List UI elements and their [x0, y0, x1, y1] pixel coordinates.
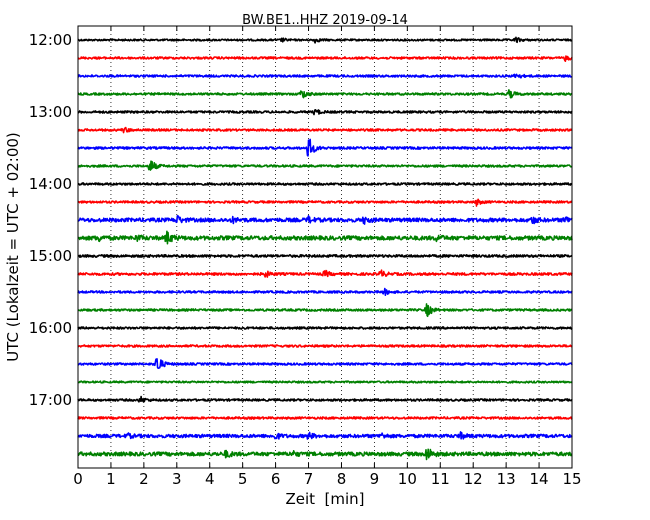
y-tick-label-14:00: 14:00 [29, 175, 72, 193]
x-tick-label-5: 5 [238, 470, 248, 488]
x-axis-label: Zeit [min] [285, 490, 364, 508]
y-tick-label-13:00: 13:00 [29, 103, 72, 121]
grid-lines [110, 26, 540, 468]
x-tick-label-13: 13 [497, 470, 516, 488]
y-tick-label-17:00: 17:00 [29, 391, 72, 409]
plot-frame [77, 25, 573, 469]
trace-15:30 [77, 287, 573, 297]
trace-16:15 [77, 344, 573, 348]
trace-14:45 [77, 230, 573, 245]
trace-12:30 [77, 73, 573, 79]
trace-13:15 [77, 126, 573, 134]
trace-16:45 [77, 380, 573, 384]
trace-17:45 [77, 448, 573, 461]
x-tick-label-7: 7 [304, 470, 314, 488]
y-axis-label: UTC (Lokalzeit = UTC + 02:00) [4, 132, 22, 362]
trace-12:15 [77, 55, 573, 62]
trace-14:00 [77, 182, 573, 186]
y-tick-label-12:00: 12:00 [29, 31, 72, 49]
x-tick-label-2: 2 [139, 470, 149, 488]
chart-title: BW.BE1..HHZ 2019-09-14 [242, 13, 408, 28]
trace-17:15 [77, 416, 573, 420]
x-tick-label-12: 12 [464, 470, 483, 488]
trace-16:00 [77, 326, 573, 330]
trace-13:30 [77, 138, 573, 157]
x-tick-label-4: 4 [205, 470, 215, 488]
x-tick-label-14: 14 [530, 470, 549, 488]
x-tick-label-15: 15 [562, 470, 581, 488]
x-tick-label-11: 11 [431, 470, 450, 488]
trace-16:30 [77, 358, 573, 370]
x-tick-label-1: 1 [106, 470, 116, 488]
y-tick-label-15:00: 15:00 [29, 247, 72, 265]
trace-14:15 [77, 198, 573, 207]
trace-13:45 [77, 160, 573, 171]
x-tick-label-6: 6 [271, 470, 281, 488]
trace-12:00 [77, 36, 573, 44]
trace-13:00 [77, 108, 573, 116]
y-tick-label-16:00: 16:00 [29, 319, 72, 337]
x-tick-label-3: 3 [172, 470, 182, 488]
x-tick-label-10: 10 [398, 470, 417, 488]
trace-12:45 [77, 89, 573, 99]
trace-17:30 [77, 431, 573, 440]
x-tick-label-0: 0 [73, 470, 83, 488]
trace-group [77, 36, 573, 461]
trace-14:30 [77, 215, 573, 225]
x-tick-label-9: 9 [370, 470, 380, 488]
trace-15:00 [77, 254, 573, 258]
x-axis: 0 1 2 3 4 5 6 7 8 9 10 11 12 13 14 15 [73, 26, 582, 488]
trace-15:15 [77, 269, 573, 278]
x-tick-label-8: 8 [337, 470, 347, 488]
trace-15:45 [77, 303, 573, 318]
trace-17:00 [77, 395, 573, 403]
y-axis: 12:00 13:00 14:00 15:00 16:00 17:00 [29, 31, 572, 409]
